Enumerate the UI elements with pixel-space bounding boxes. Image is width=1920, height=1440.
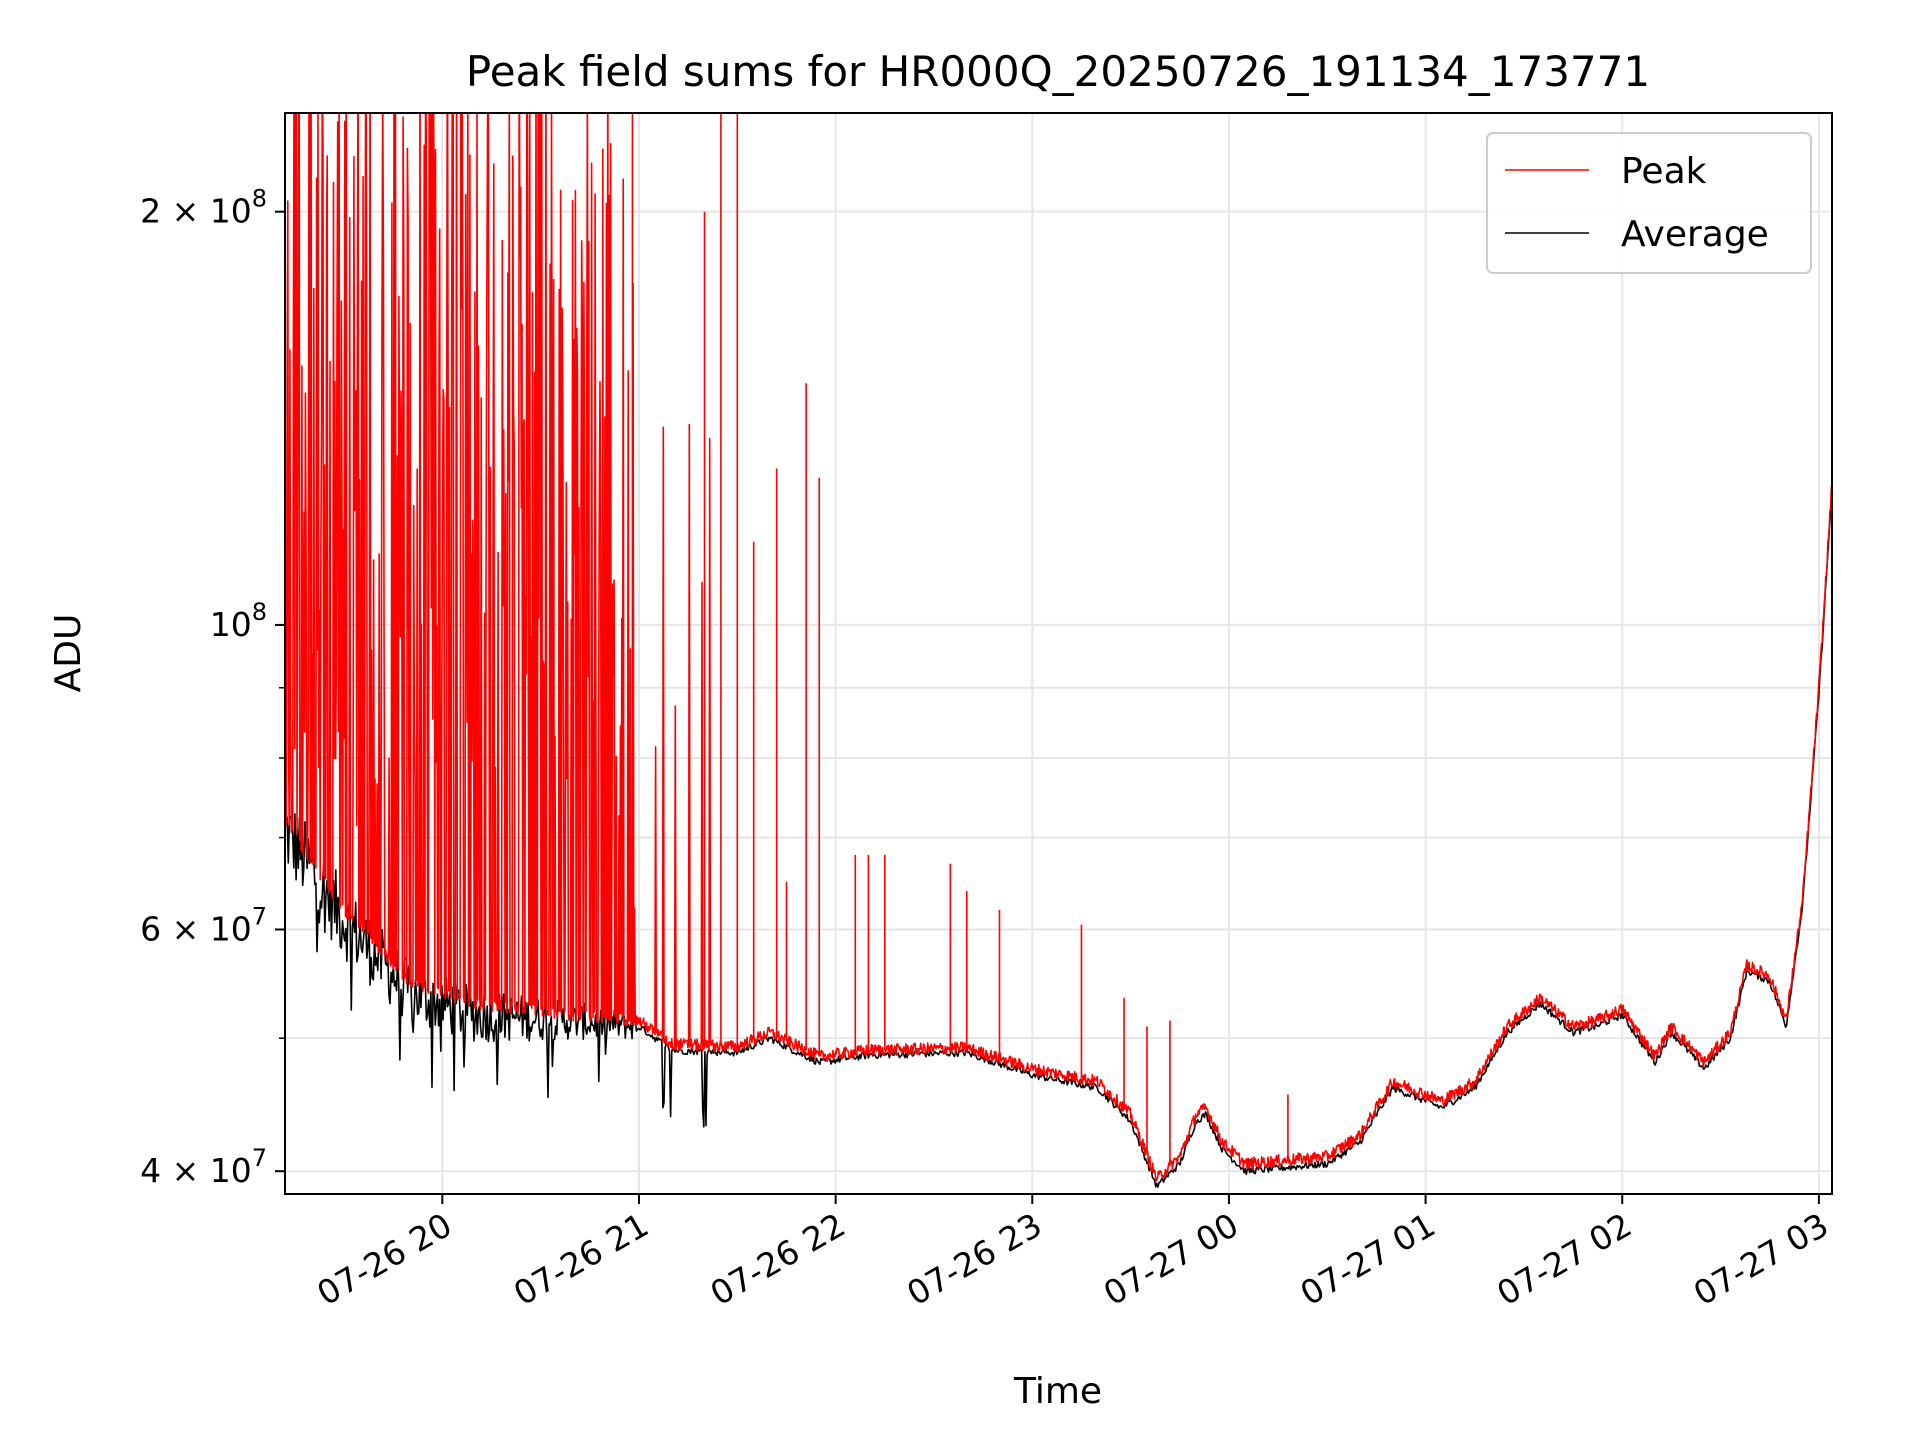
plot-frame [284, 112, 1833, 1195]
average-line [285, 483, 1832, 1188]
legend-label-peak: Peak [1621, 151, 1707, 192]
y-tick-label: 108 [210, 598, 267, 644]
peak-line [285, 113, 1832, 1182]
chart-title: Peak field sums for HR000Q_20250726_1911… [466, 47, 1650, 96]
y-tick-label: 6 × 107 [140, 902, 267, 948]
y-axis-label: ADU [48, 614, 89, 693]
y-tick-label: 2 × 108 [140, 185, 267, 231]
legend-box [1486, 132, 1812, 274]
legend-label-average: Average [1621, 214, 1769, 255]
x-axis-label: Time [1013, 1371, 1102, 1412]
series-average [285, 483, 1832, 1188]
legend: Peak Average [1486, 132, 1812, 274]
y-tick-label: 4 × 107 [140, 1144, 267, 1190]
series-peak [285, 113, 1832, 1182]
